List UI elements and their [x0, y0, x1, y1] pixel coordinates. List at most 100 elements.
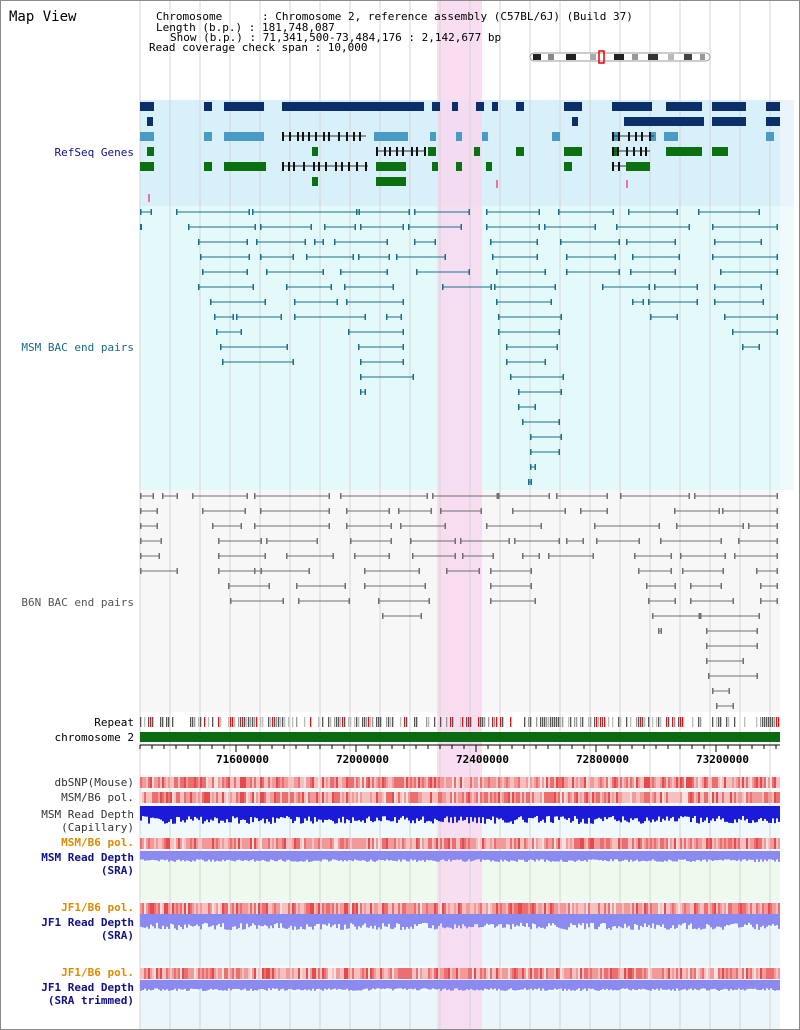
polymorphism-cell	[246, 777, 248, 788]
polymorphism-cell	[568, 777, 570, 788]
polymorphism-cell	[540, 903, 542, 914]
track-label-b6n-bac[interactable]: B6N BAC end pairs	[21, 596, 134, 609]
bac-end	[536, 239, 538, 245]
read-depth-bar	[264, 980, 266, 990]
read-depth-bar	[210, 851, 212, 862]
read-depth-bar	[400, 851, 402, 862]
polymorphism-cell	[528, 903, 530, 914]
track-label-jf1-depth-trimmed[interactable]: JF1 Read Depth	[41, 981, 134, 994]
polymorphism-cell	[256, 792, 258, 803]
polymorphism-cell	[330, 903, 332, 914]
read-depth-bar	[314, 851, 316, 861]
polymorphism-cell	[506, 792, 508, 803]
polymorphism-cell	[346, 903, 348, 914]
bac-end	[632, 299, 634, 305]
polymorphism-cell	[470, 838, 472, 849]
polymorphism-cell	[558, 838, 560, 849]
read-depth-bar	[642, 914, 644, 928]
read-depth-bar	[544, 980, 546, 991]
bac-end	[282, 598, 284, 604]
read-depth-bar	[286, 806, 288, 817]
polymorphism-cell	[422, 903, 424, 914]
bac-end	[286, 553, 288, 559]
read-depth-bar	[436, 914, 438, 929]
polymorphism-cell	[702, 838, 704, 849]
polymorphism-cell	[636, 968, 638, 979]
read-depth-bar	[746, 914, 748, 926]
read-depth-bar	[324, 851, 326, 860]
polymorphism-cell	[614, 903, 616, 914]
polymorphism-cell	[630, 968, 632, 979]
read-depth-bar	[630, 914, 632, 930]
read-depth-bar	[408, 851, 410, 862]
read-depth-bar	[446, 851, 448, 862]
polymorphism-cell	[398, 792, 400, 803]
repeat-mark	[378, 717, 380, 727]
track-label-jf1-depth[interactable]: JF1 Read Depth	[41, 916, 134, 929]
track-label-repeat[interactable]: Repeat	[94, 716, 134, 729]
read-depth-bar	[402, 914, 404, 927]
polymorphism-cell	[538, 968, 540, 979]
bac-end	[388, 254, 390, 260]
polymorphism-cell	[426, 903, 428, 914]
read-depth-bar	[212, 851, 214, 860]
track-label-msm-depth-capillary[interactable]: MSM Read Depth	[41, 808, 134, 821]
polymorphism-cell	[368, 838, 370, 849]
track-label-msm-b6-pol-sra[interactable]: MSM/B6 pol.	[61, 836, 134, 849]
read-depth-bar	[420, 980, 422, 990]
polymorphism-cell	[426, 792, 428, 803]
polymorphism-cell	[248, 792, 250, 803]
read-depth-bar	[678, 806, 680, 819]
track-label-jf1-b6-pol[interactable]: JF1/B6 pol.	[61, 901, 134, 914]
read-depth-bar	[268, 914, 270, 929]
read-depth-bar	[734, 980, 736, 990]
read-depth-bar	[350, 851, 352, 861]
polymorphism-cell	[202, 792, 204, 803]
repeat-mark	[148, 717, 150, 727]
polymorphism-cell	[548, 838, 550, 849]
read-depth-bar	[510, 851, 512, 861]
read-depth-bar	[528, 914, 530, 928]
polymorphism-cell	[214, 838, 216, 849]
polymorphism-cell	[520, 777, 522, 788]
polymorphism-cell	[714, 838, 716, 849]
track-label-msm-bac[interactable]: MSM BAC end pairs	[21, 341, 134, 354]
track-label-refseq-genes[interactable]: RefSeq Genes	[54, 146, 134, 159]
read-depth-bar	[360, 851, 362, 861]
read-depth-bar	[522, 980, 524, 990]
polymorphism-cell	[632, 838, 634, 849]
bac-end	[446, 568, 448, 574]
polymorphism-cell	[442, 968, 444, 979]
track-label-dbsnp[interactable]: dbSNP(Mouse)	[54, 776, 134, 789]
polymorphism-cell	[360, 968, 362, 979]
read-depth-bar	[232, 914, 234, 927]
repeat-mark	[284, 717, 286, 727]
bac-end	[246, 239, 248, 245]
polymorphism-cell	[192, 777, 194, 788]
bac-end	[496, 269, 498, 275]
polymorphism-cell	[286, 968, 288, 979]
read-depth-bar	[536, 806, 538, 816]
polymorphism-cell	[618, 903, 620, 914]
repeat-mark	[434, 717, 436, 727]
bac-end	[140, 568, 142, 574]
polymorphism-cell	[296, 792, 298, 803]
track-label-msm-depth-sra[interactable]: MSM Read Depth	[41, 851, 134, 864]
bac-end	[236, 314, 238, 320]
polymorphism-cell	[154, 838, 156, 849]
track-label-msm-b6-pol[interactable]: MSM/B6 pol.	[61, 791, 134, 804]
polymorphism-cell	[194, 777, 196, 788]
track-label-jf1-b6-pol-trimmed[interactable]: JF1/B6 pol.	[61, 966, 134, 979]
bac-end	[156, 523, 158, 529]
polymorphism-cell	[152, 792, 154, 803]
polymorphism-cell	[456, 968, 458, 979]
polymorphism-cell	[430, 968, 432, 979]
polymorphism-cell	[206, 968, 208, 979]
read-depth-bar	[728, 851, 730, 860]
read-depth-bar	[656, 851, 658, 862]
polymorphism-cell	[352, 777, 354, 788]
read-depth-bar	[324, 980, 326, 989]
polymorphism-cell	[422, 792, 424, 803]
